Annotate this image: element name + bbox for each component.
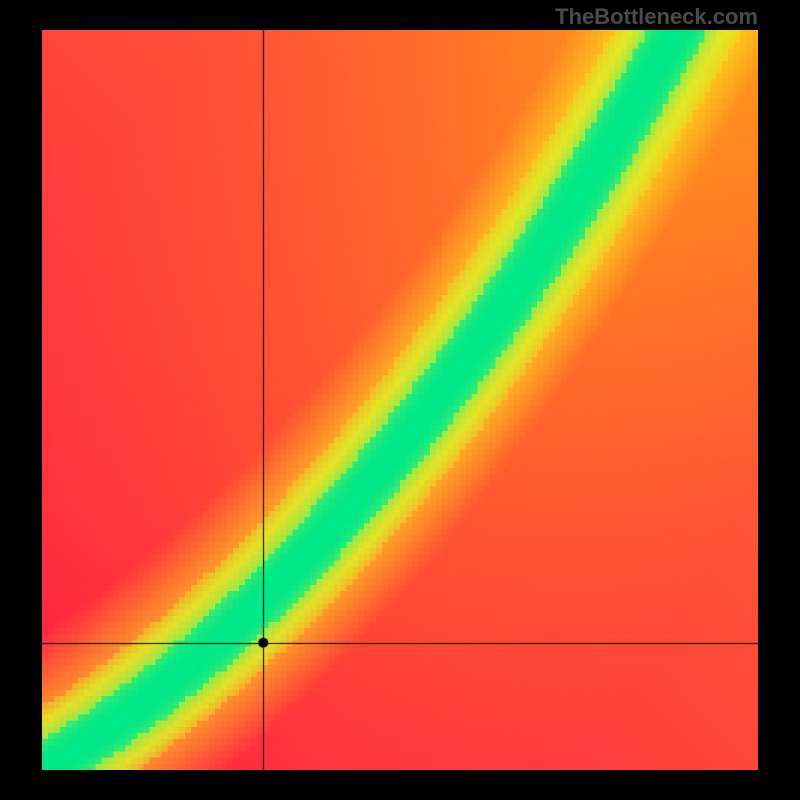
watermark-text: TheBottleneck.com [555, 4, 758, 30]
bottleneck-heatmap [42, 30, 758, 770]
chart-stage: TheBottleneck.com [0, 0, 800, 800]
